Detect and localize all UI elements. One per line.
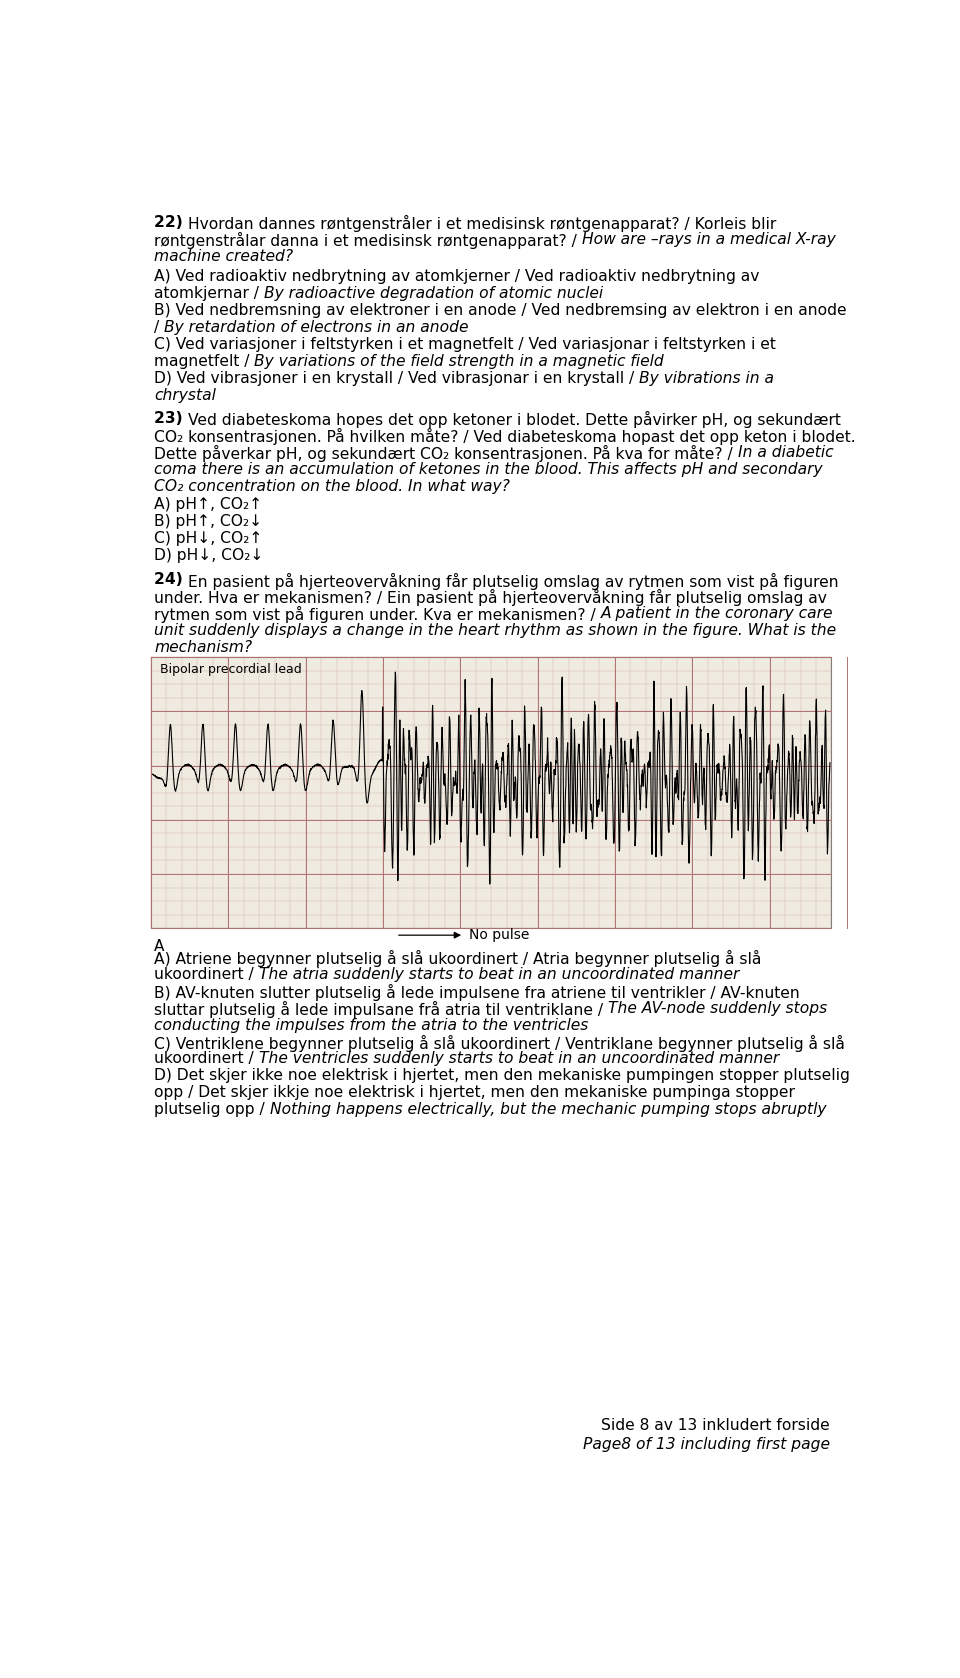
- Text: C) pH↓, CO₂↑: C) pH↓, CO₂↑: [155, 530, 262, 545]
- Text: plutselig opp /: plutselig opp /: [155, 1102, 270, 1118]
- Text: under. Hva er mekanismen? / Ein pasient på hjerteovervåkning får plutselig omsla: under. Hva er mekanismen? / Ein pasient …: [155, 589, 827, 606]
- Text: A) Ved radioaktiv nedbrytning av atomkjerner / Ved radioaktiv nedbrytning av: A) Ved radioaktiv nedbrytning av atomkje…: [155, 268, 759, 284]
- Text: D) Ved vibrasjoner i en krystall / Ved vibrasjonar i en krystall /: D) Ved vibrasjoner i en krystall / Ved v…: [155, 371, 639, 386]
- Text: C) Ved variasjoner i feltstyrken i et magnetfelt / Ved variasjonar i feltstyrken: C) Ved variasjoner i feltstyrken i et ma…: [155, 337, 776, 352]
- Text: A) Atriene begynner plutselig å slå ukoordinert / Atria begynner plutselig å slå: A) Atriene begynner plutselig å slå ukoo…: [155, 950, 761, 967]
- Text: opp / Det skjer ikkje noe elektrisk i hjertet, men den mekaniske pumpinga stoppe: opp / Det skjer ikkje noe elektrisk i hj…: [155, 1086, 795, 1101]
- Text: C) Ventriklene begynner plutselig å slå ukoordinert / Ventriklane begynner pluts: C) Ventriklene begynner plutselig å slå …: [155, 1035, 845, 1052]
- Text: By variations of the field strength in a magnetic field: By variations of the field strength in a…: [254, 354, 664, 369]
- Text: The atria suddenly starts to beat in an uncoordinated manner: The atria suddenly starts to beat in an …: [259, 967, 739, 982]
- Text: In a diabetic: In a diabetic: [737, 445, 833, 460]
- Text: A: A: [155, 940, 164, 955]
- Text: 23): 23): [155, 411, 188, 426]
- Text: By retardation of electrons in an anode: By retardation of electrons in an anode: [164, 320, 468, 336]
- Text: D) pH↓, CO₂↓: D) pH↓, CO₂↓: [155, 547, 263, 562]
- Text: Dette påverkar pH, og sekundært CO₂ konsentrasjonen. På kva for måte? /: Dette påverkar pH, og sekundært CO₂ kons…: [155, 445, 737, 461]
- Text: By radioactive degradation of atomic nuclei: By radioactive degradation of atomic nuc…: [264, 285, 603, 300]
- Text: sluttar plutselig å lede impulsane frå atria til ventriklane /: sluttar plutselig å lede impulsane frå a…: [155, 1000, 608, 1017]
- Text: Side 8 av 13 inkludert forside: Side 8 av 13 inkludert forside: [601, 1418, 829, 1433]
- Text: En pasient på hjerteovervåkning får plutselig omslag av rytmen som vist på figur: En pasient på hjerteovervåkning får plut…: [188, 572, 839, 589]
- Text: A) pH↑, CO₂↑: A) pH↑, CO₂↑: [155, 497, 262, 512]
- Text: B) pH↑, CO₂↓: B) pH↑, CO₂↓: [155, 513, 262, 529]
- Text: Page8 of 13 including first page: Page8 of 13 including first page: [583, 1438, 829, 1451]
- Text: Bipolar precordial lead: Bipolar precordial lead: [160, 663, 302, 676]
- Text: ukoordinert /: ukoordinert /: [155, 1052, 259, 1067]
- Text: B) Ved nedbremsning av elektroner i en anode / Ved nedbremsing av elektron i en : B) Ved nedbremsning av elektroner i en a…: [155, 304, 847, 319]
- Text: The ventricles suddenly starts to beat in an uncoordinated manner: The ventricles suddenly starts to beat i…: [259, 1052, 779, 1067]
- Text: magnetfelt /: magnetfelt /: [155, 354, 254, 369]
- Text: conducting the impulses from the atria to the ventricles: conducting the impulses from the atria t…: [155, 1017, 588, 1032]
- Text: Ved diabeteskoma hopes det opp ketoner i blodet. Dette påvirker pH, og sekundært: Ved diabeteskoma hopes det opp ketoner i…: [188, 411, 841, 428]
- Text: mechanism?: mechanism?: [155, 641, 252, 656]
- Text: No pulse: No pulse: [469, 928, 530, 941]
- Text: coma there is an accumulation of ketones in the blood. This affects pH and secon: coma there is an accumulation of ketones…: [155, 461, 823, 477]
- Text: chrystal: chrystal: [155, 388, 216, 403]
- Text: /: /: [155, 320, 164, 336]
- Text: The AV-node suddenly stops: The AV-node suddenly stops: [608, 1000, 828, 1015]
- Text: CO₂ konsentrasjonen. På hvilken måte? / Ved diabeteskoma hopast det opp keton i : CO₂ konsentrasjonen. På hvilken måte? / …: [155, 428, 855, 445]
- Text: D) Det skjer ikke noe elektrisk i hjertet, men den mekaniske pumpingen stopper p: D) Det skjer ikke noe elektrisk i hjerte…: [155, 1069, 850, 1084]
- Text: Hvordan dannes røntgenstråler i et medisinsk røntgenapparat? / Korleis blir: Hvordan dannes røntgenstråler i et medis…: [188, 215, 777, 232]
- Text: How are –rays in a medical X-ray: How are –rays in a medical X-ray: [582, 232, 835, 247]
- Text: atomkjernar /: atomkjernar /: [155, 285, 264, 300]
- Text: Nothing happens electrically, but the mechanic pumping stops abruptly: Nothing happens electrically, but the me…: [270, 1102, 827, 1118]
- Text: By vibrations in a: By vibrations in a: [639, 371, 774, 386]
- Text: machine created?: machine created?: [155, 248, 293, 263]
- Text: ukoordinert /: ukoordinert /: [155, 967, 259, 982]
- Text: røntgenstrålar danna i et medisinsk røntgenapparat? /: røntgenstrålar danna i et medisinsk rønt…: [155, 232, 582, 248]
- Text: A patient in the coronary care: A patient in the coronary care: [601, 606, 833, 621]
- Text: unit suddenly displays a change in the heart rhythm as shown in the figure. What: unit suddenly displays a change in the h…: [155, 623, 836, 638]
- Bar: [151, 658, 831, 928]
- Text: B) AV-knuten slutter plutselig å lede impulsene fra atriene til ventrikler / AV-: B) AV-knuten slutter plutselig å lede im…: [155, 983, 800, 1000]
- Text: rytmen som vist på figuren under. Kva er mekanismen? /: rytmen som vist på figuren under. Kva er…: [155, 606, 601, 624]
- Text: CO₂ concentration on the blood. In what way?: CO₂ concentration on the blood. In what …: [155, 478, 510, 493]
- Text: 24): 24): [155, 572, 188, 587]
- Text: 22): 22): [155, 215, 188, 230]
